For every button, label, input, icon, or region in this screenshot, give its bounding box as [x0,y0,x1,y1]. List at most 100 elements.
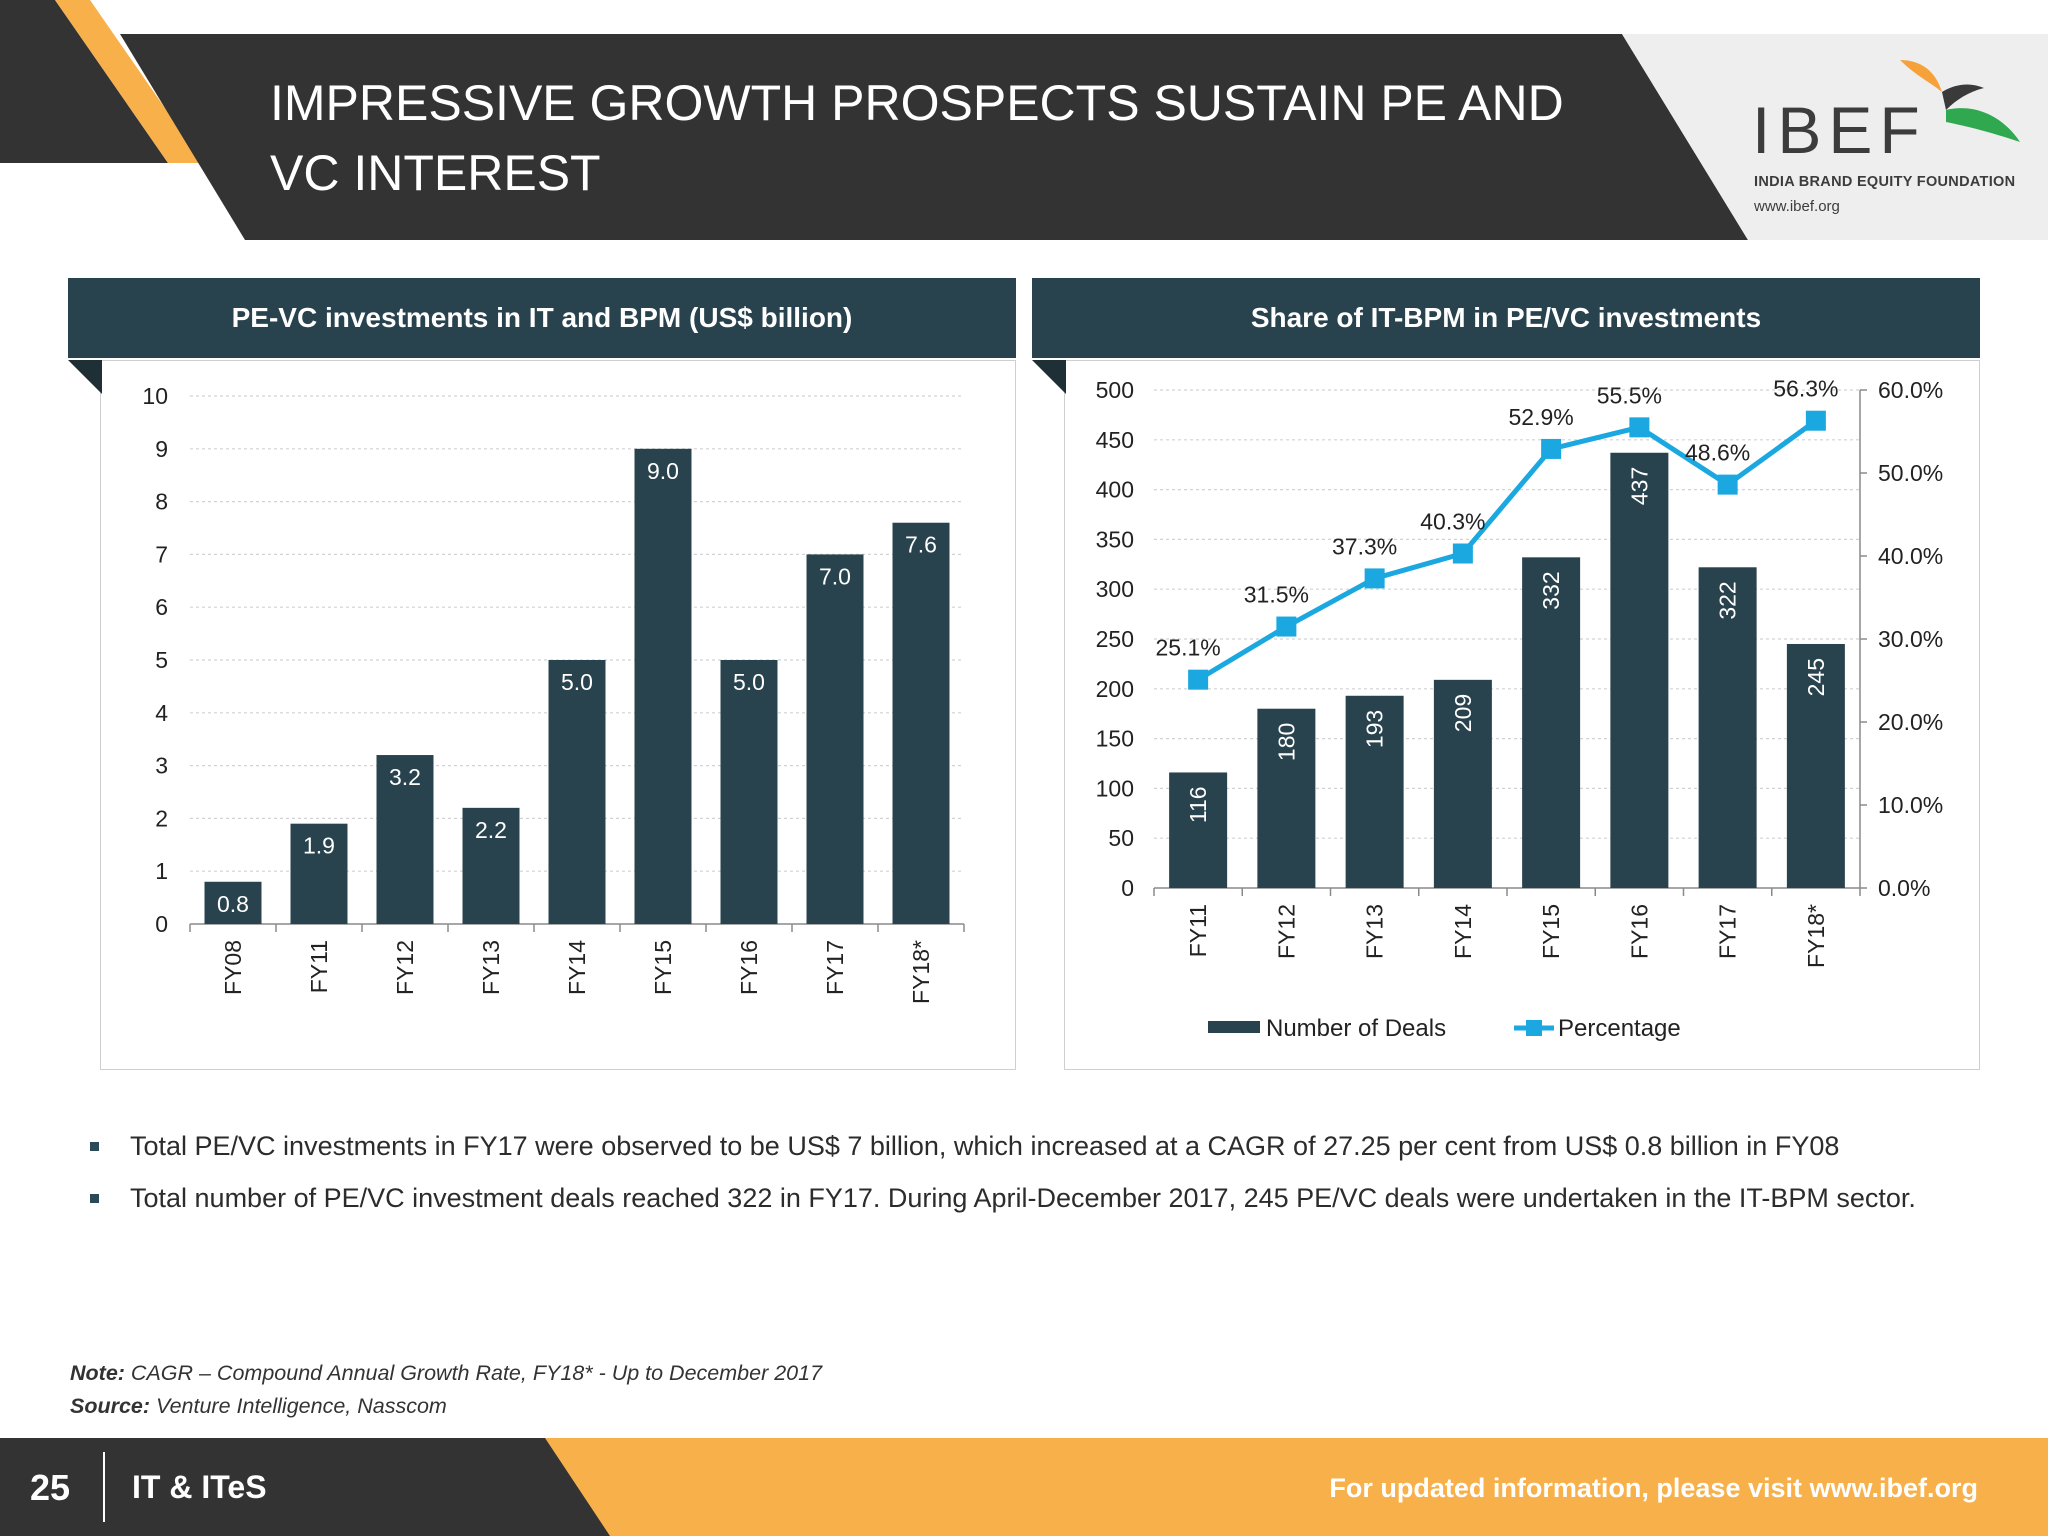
right-chart-title: Share of IT-BPM in PE/VC investments [1032,278,1980,358]
percentage-marker [1717,474,1738,495]
bar-data-label: 245 [1803,658,1829,696]
bar [1610,452,1669,888]
bar-data-label: 7.6 [905,532,937,558]
header-background [0,0,2048,240]
bar [1257,708,1316,888]
bar [806,554,864,924]
right-chart-corner-fold [1032,360,1066,394]
y-right-tick-label: 0.0% [1878,875,1930,901]
bar [1786,643,1845,888]
source: Source: Venture Intelligence, Nasscom [70,1394,447,1419]
bullet-square-icon [90,1142,99,1151]
y-left-tick-label: 150 [1096,726,1134,752]
y-tick-label: 1 [155,858,168,884]
bar [1698,567,1757,888]
page-number: 25 [30,1467,71,1508]
bar-data-label: 332 [1538,571,1564,609]
y-left-tick-label: 50 [1108,825,1134,851]
x-tick-label: FY15 [650,940,676,995]
x-tick-label: FY17 [822,940,848,995]
y-left-tick-label: 300 [1096,576,1134,602]
bar [1169,772,1228,888]
x-tick-label: FY08 [220,940,246,995]
percentage-data-label: 25.1% [1156,635,1221,661]
x-tick-label: FY11 [306,940,332,993]
y-tick-label: 6 [155,594,168,620]
bar [634,448,692,924]
y-left-tick-label: 450 [1096,427,1134,453]
y-tick-label: 10 [142,383,168,409]
bar-data-label: 0.8 [217,891,249,917]
percentage-marker [1541,438,1562,459]
bar-data-label: 9.0 [647,458,679,484]
note: Note: CAGR – Compound Annual Growth Rate… [70,1361,822,1386]
bar-data-label: 116 [1185,786,1211,823]
footer-visit-link[interactable]: For updated information, please visit ww… [1329,1473,1978,1503]
percentage-data-label: 31.5% [1244,582,1309,608]
percentage-line [1196,418,1818,682]
bar-data-label: 5.0 [561,669,593,695]
bar-data-label: 5.0 [733,669,765,695]
y-tick-label: 3 [155,753,168,779]
bullet-text: Total PE/VC investments in FY17 were obs… [130,1131,1840,1161]
footer-section-name: IT & ITeS [132,1469,267,1505]
y-left-tick-label: 100 [1096,775,1134,801]
y-tick-label: 8 [155,489,168,515]
percentage-data-label: 40.3% [1420,509,1485,535]
bar-data-label: 209 [1450,694,1476,732]
bullet-text: Total number of PE/VC investment deals r… [130,1183,1916,1213]
legend-line-label: Percentage [1558,1015,1681,1042]
left-chart-svg: 0 1 2 3 4 5 6 7 8 9 10 0.8 FY08 1.9 FY11 3.2 FY12 2.2 FY13… [142,383,965,1004]
note-label: Note: [70,1361,125,1385]
x-tick-label: FY18* [908,940,934,1004]
legend-bar-label: Number of Deals [1266,1015,1446,1042]
bar-data-label: 7.0 [819,563,851,589]
x-tick-label: FY16 [736,940,762,995]
bar-data-label: 180 [1273,723,1299,761]
bar [1345,695,1404,888]
y-left-tick-label: 200 [1096,676,1134,702]
bullet-item: Total number of PE/VC investment deals r… [90,1178,1960,1219]
percentage-marker [1805,410,1826,431]
y-right-tick-label: 10.0% [1878,792,1943,818]
percentage-data-label: 48.6% [1685,440,1750,466]
bar [1522,557,1581,888]
bar-data-label: 193 [1362,710,1388,748]
y-right-tick-label: 30.0% [1878,626,1943,652]
x-tick-label: FY12 [392,940,418,995]
bar-data-label: 2.2 [475,817,507,843]
x-tick-label: FY18* [1803,904,1829,968]
bullet-square-icon [90,1194,99,1203]
x-tick-label: FY13 [1362,904,1388,959]
percentage-marker [1452,543,1473,564]
bar-data-label: 322 [1715,581,1741,619]
slide-title: IMPRESSIVE GROWTH PROSPECTS SUSTAIN PE A… [270,75,1564,201]
y-right-tick-label: 40.0% [1878,543,1943,569]
y-left-tick-label: 400 [1096,477,1134,503]
note-text: CAGR – Compound Annual Growth Rate, FY18… [124,1361,823,1385]
y-tick-label: 4 [155,700,168,726]
legend-bar-swatch [1208,1021,1260,1033]
source-label: Source: [70,1394,151,1418]
percentage-data-label: 55.5% [1597,382,1662,408]
y-right-tick-label: 20.0% [1878,709,1943,735]
x-tick-label: FY16 [1626,904,1652,959]
bar [720,660,778,924]
bird-logo-icon [1900,60,2020,142]
bar-data-label: 1.9 [303,833,335,859]
y-left-tick-label: 0 [1121,875,1134,901]
y-right-tick-label: 60.0% [1878,377,1943,403]
footer-divider [103,1452,105,1522]
y-tick-label: 7 [155,541,168,567]
y-tick-label: 5 [155,647,168,673]
percentage-data-label: 37.3% [1332,533,1397,559]
bar [892,522,950,924]
y-right-tick-label: 50.0% [1878,460,1943,486]
bullet-item: Total PE/VC investments in FY17 were obs… [90,1126,1960,1167]
bar [376,755,434,924]
logo-url: www.ibef.org [1754,198,1840,215]
x-tick-label: FY12 [1273,904,1299,959]
bar [1433,679,1492,888]
bar [462,807,520,924]
bar [204,881,262,924]
